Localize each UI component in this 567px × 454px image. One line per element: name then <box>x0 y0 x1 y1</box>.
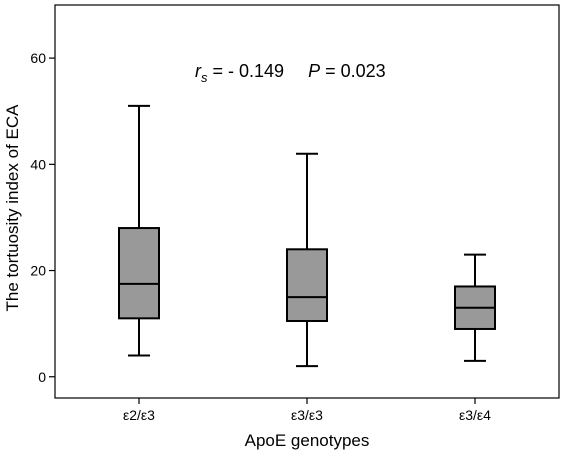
rs-symbol: r <box>195 61 202 81</box>
correlation-annotation: rs = - 0.149 P = 0.023 <box>195 61 386 85</box>
box-3 <box>454 253 496 362</box>
y-axis-title: The tortuosity index of ECA <box>3 104 22 312</box>
y-tick-label: 0 <box>38 369 46 385</box>
p-symbol: P <box>308 61 320 81</box>
iqr-box <box>118 227 160 320</box>
x-tick-label: ε3/ε3 <box>291 407 323 423</box>
y-tick-label: 60 <box>30 50 46 66</box>
p-value: = 0.023 <box>320 61 386 81</box>
box-2 <box>286 152 328 368</box>
x-tick-label: ε3/ε4 <box>459 407 491 423</box>
box-1 <box>118 104 160 357</box>
iqr-box <box>286 248 328 322</box>
x-axis-title: ApoE genotypes <box>245 431 370 450</box>
rs-value: = - 0.149 <box>208 61 285 81</box>
rs-subscript: s <box>201 70 208 85</box>
x-tick-label: ε2/ε3 <box>123 407 155 423</box>
y-tick-label: 20 <box>30 263 46 279</box>
y-tick-label: 40 <box>30 156 46 172</box>
